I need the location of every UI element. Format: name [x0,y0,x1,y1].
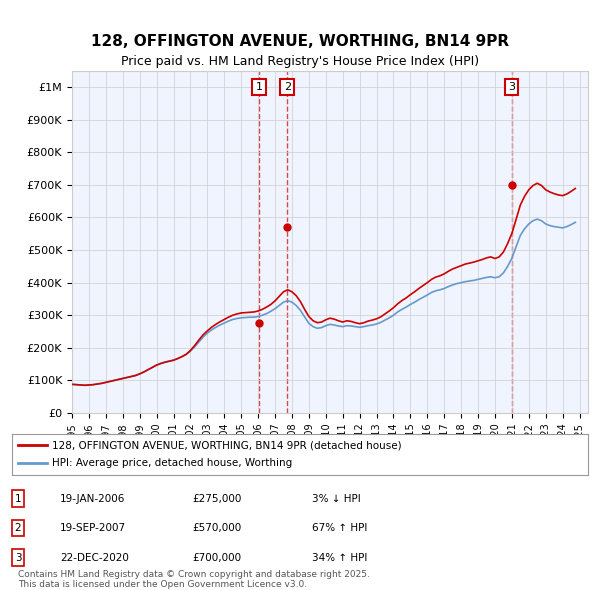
Text: 3: 3 [14,553,22,562]
Text: 128, OFFINGTON AVENUE, WORTHING, BN14 9PR (detached house): 128, OFFINGTON AVENUE, WORTHING, BN14 9P… [52,440,402,450]
Text: 22-DEC-2020: 22-DEC-2020 [60,553,129,562]
Text: 2: 2 [14,523,22,533]
Text: £700,000: £700,000 [192,553,241,562]
Text: 128, OFFINGTON AVENUE, WORTHING, BN14 9PR: 128, OFFINGTON AVENUE, WORTHING, BN14 9P… [91,34,509,49]
Text: Contains HM Land Registry data © Crown copyright and database right 2025.
This d: Contains HM Land Registry data © Crown c… [18,570,370,589]
Text: 34% ↑ HPI: 34% ↑ HPI [312,553,367,562]
Text: 2: 2 [284,82,291,92]
Text: 3% ↓ HPI: 3% ↓ HPI [312,494,361,503]
Text: 1: 1 [256,82,262,92]
Text: Price paid vs. HM Land Registry's House Price Index (HPI): Price paid vs. HM Land Registry's House … [121,55,479,68]
Text: HPI: Average price, detached house, Worthing: HPI: Average price, detached house, Wort… [52,458,293,468]
Text: 19-SEP-2007: 19-SEP-2007 [60,523,126,533]
Text: 1: 1 [14,494,22,503]
Text: £570,000: £570,000 [192,523,241,533]
Text: £275,000: £275,000 [192,494,241,503]
Text: 19-JAN-2006: 19-JAN-2006 [60,494,125,503]
Text: 3: 3 [508,82,515,92]
Text: 67% ↑ HPI: 67% ↑ HPI [312,523,367,533]
